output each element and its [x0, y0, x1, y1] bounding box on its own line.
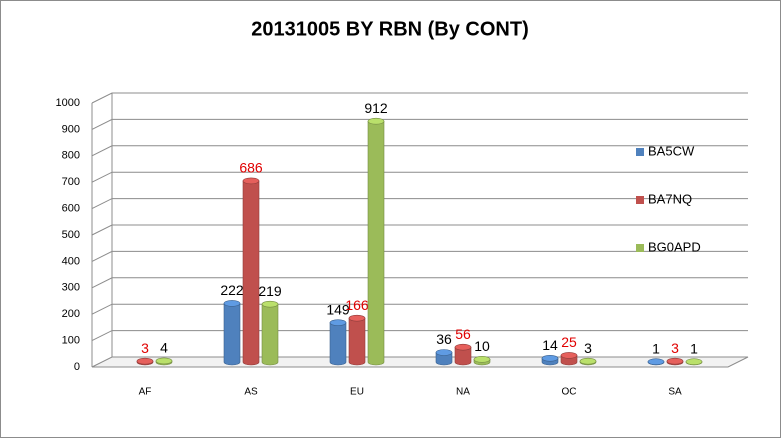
bar-top: [435, 349, 453, 356]
data-label: 3: [671, 340, 679, 356]
bar-body: [367, 120, 385, 366]
bar-body: [454, 346, 472, 366]
y-tick-label: 0: [74, 361, 80, 373]
data-label: 25: [561, 334, 577, 350]
bar: [435, 349, 453, 366]
bar-top: [367, 117, 385, 125]
bar: [155, 357, 173, 366]
data-label: 149: [326, 301, 350, 317]
bar: [579, 357, 597, 366]
bar-body: [242, 180, 260, 366]
bar-top: [223, 300, 241, 307]
data-label: 222: [220, 282, 244, 298]
y-tick-label: 600: [62, 203, 80, 215]
bar: [242, 177, 260, 366]
bar: [329, 319, 347, 366]
data-label: 1: [652, 340, 660, 356]
bar-top: [155, 357, 173, 365]
grid-line: [91, 330, 748, 342]
grid-line: [91, 250, 748, 262]
grid-line: [91, 303, 748, 315]
grid-line: [91, 118, 748, 130]
bar: [348, 314, 366, 366]
bar: [647, 358, 665, 366]
bar-body: [329, 322, 347, 366]
bar: [223, 300, 241, 366]
legend-label: BG0APD: [648, 239, 701, 254]
data-label: 1: [690, 340, 698, 356]
y-tick-label: 800: [62, 150, 80, 162]
legend-swatch: [636, 244, 644, 252]
data-label: 36: [436, 331, 452, 347]
legend-swatch: [636, 148, 644, 156]
bar-top: [579, 357, 597, 365]
bar: [367, 117, 385, 366]
bar-body: [435, 352, 453, 366]
data-label: 3: [584, 340, 592, 356]
grid-line: [91, 171, 748, 183]
data-label: 3: [141, 340, 149, 356]
bar: [261, 300, 279, 366]
data-label: 4: [160, 340, 168, 356]
data-label: 166: [345, 297, 369, 313]
bar-body: [223, 303, 241, 366]
grid-line: [91, 145, 748, 157]
bar-top: [666, 357, 684, 365]
bar-top: [647, 358, 665, 366]
y-tick-label: 200: [62, 308, 80, 320]
legend-label: BA7NQ: [648, 191, 692, 206]
data-label: 686: [239, 160, 263, 176]
grid-line: [91, 224, 748, 236]
y-tick-label: 400: [62, 255, 80, 267]
data-label: 56: [455, 326, 471, 342]
bar-top: [348, 314, 366, 322]
bar-body: [348, 317, 366, 366]
bar-top: [560, 352, 578, 359]
bar: [541, 355, 559, 366]
bar-top: [454, 343, 472, 351]
y-tick-label: 500: [62, 229, 80, 241]
bar-top: [261, 300, 279, 308]
bar-top: [473, 356, 491, 363]
bar: [685, 358, 703, 366]
x-tick-label: EU: [350, 387, 364, 398]
legend-swatch: [636, 196, 644, 204]
y-tick-label: 700: [62, 176, 80, 188]
bar-top: [541, 355, 559, 362]
bar-body: [261, 303, 279, 366]
data-label: 10: [474, 338, 490, 354]
bar: [454, 343, 472, 366]
bar-top: [136, 357, 154, 365]
data-label: 912: [364, 100, 388, 116]
y-tick-label: 300: [62, 282, 80, 294]
bar: [136, 357, 154, 366]
bar: [666, 357, 684, 366]
bar-top: [329, 319, 347, 326]
legend-label: BA5CW: [648, 143, 695, 158]
x-tick-label: SA: [668, 387, 682, 398]
y-tick-label: 1000: [56, 97, 80, 109]
chart-title: 20131005 BY RBN (By CONT): [251, 18, 529, 40]
y-tick-label: 100: [62, 335, 80, 347]
grid-line: [91, 92, 748, 104]
x-tick-label: OC: [562, 387, 577, 398]
data-label: 219: [258, 283, 282, 299]
grid-line: [91, 277, 748, 289]
bar: [473, 356, 491, 366]
x-tick-label: AS: [244, 387, 258, 398]
x-tick-label: AF: [139, 387, 152, 398]
x-tick-label: NA: [456, 387, 470, 398]
bar: [560, 352, 578, 366]
data-label: 14: [542, 337, 558, 353]
bar-top: [685, 358, 703, 366]
bar-top: [242, 177, 260, 185]
grid-line: [91, 198, 748, 210]
y-tick-label: 900: [62, 123, 80, 135]
